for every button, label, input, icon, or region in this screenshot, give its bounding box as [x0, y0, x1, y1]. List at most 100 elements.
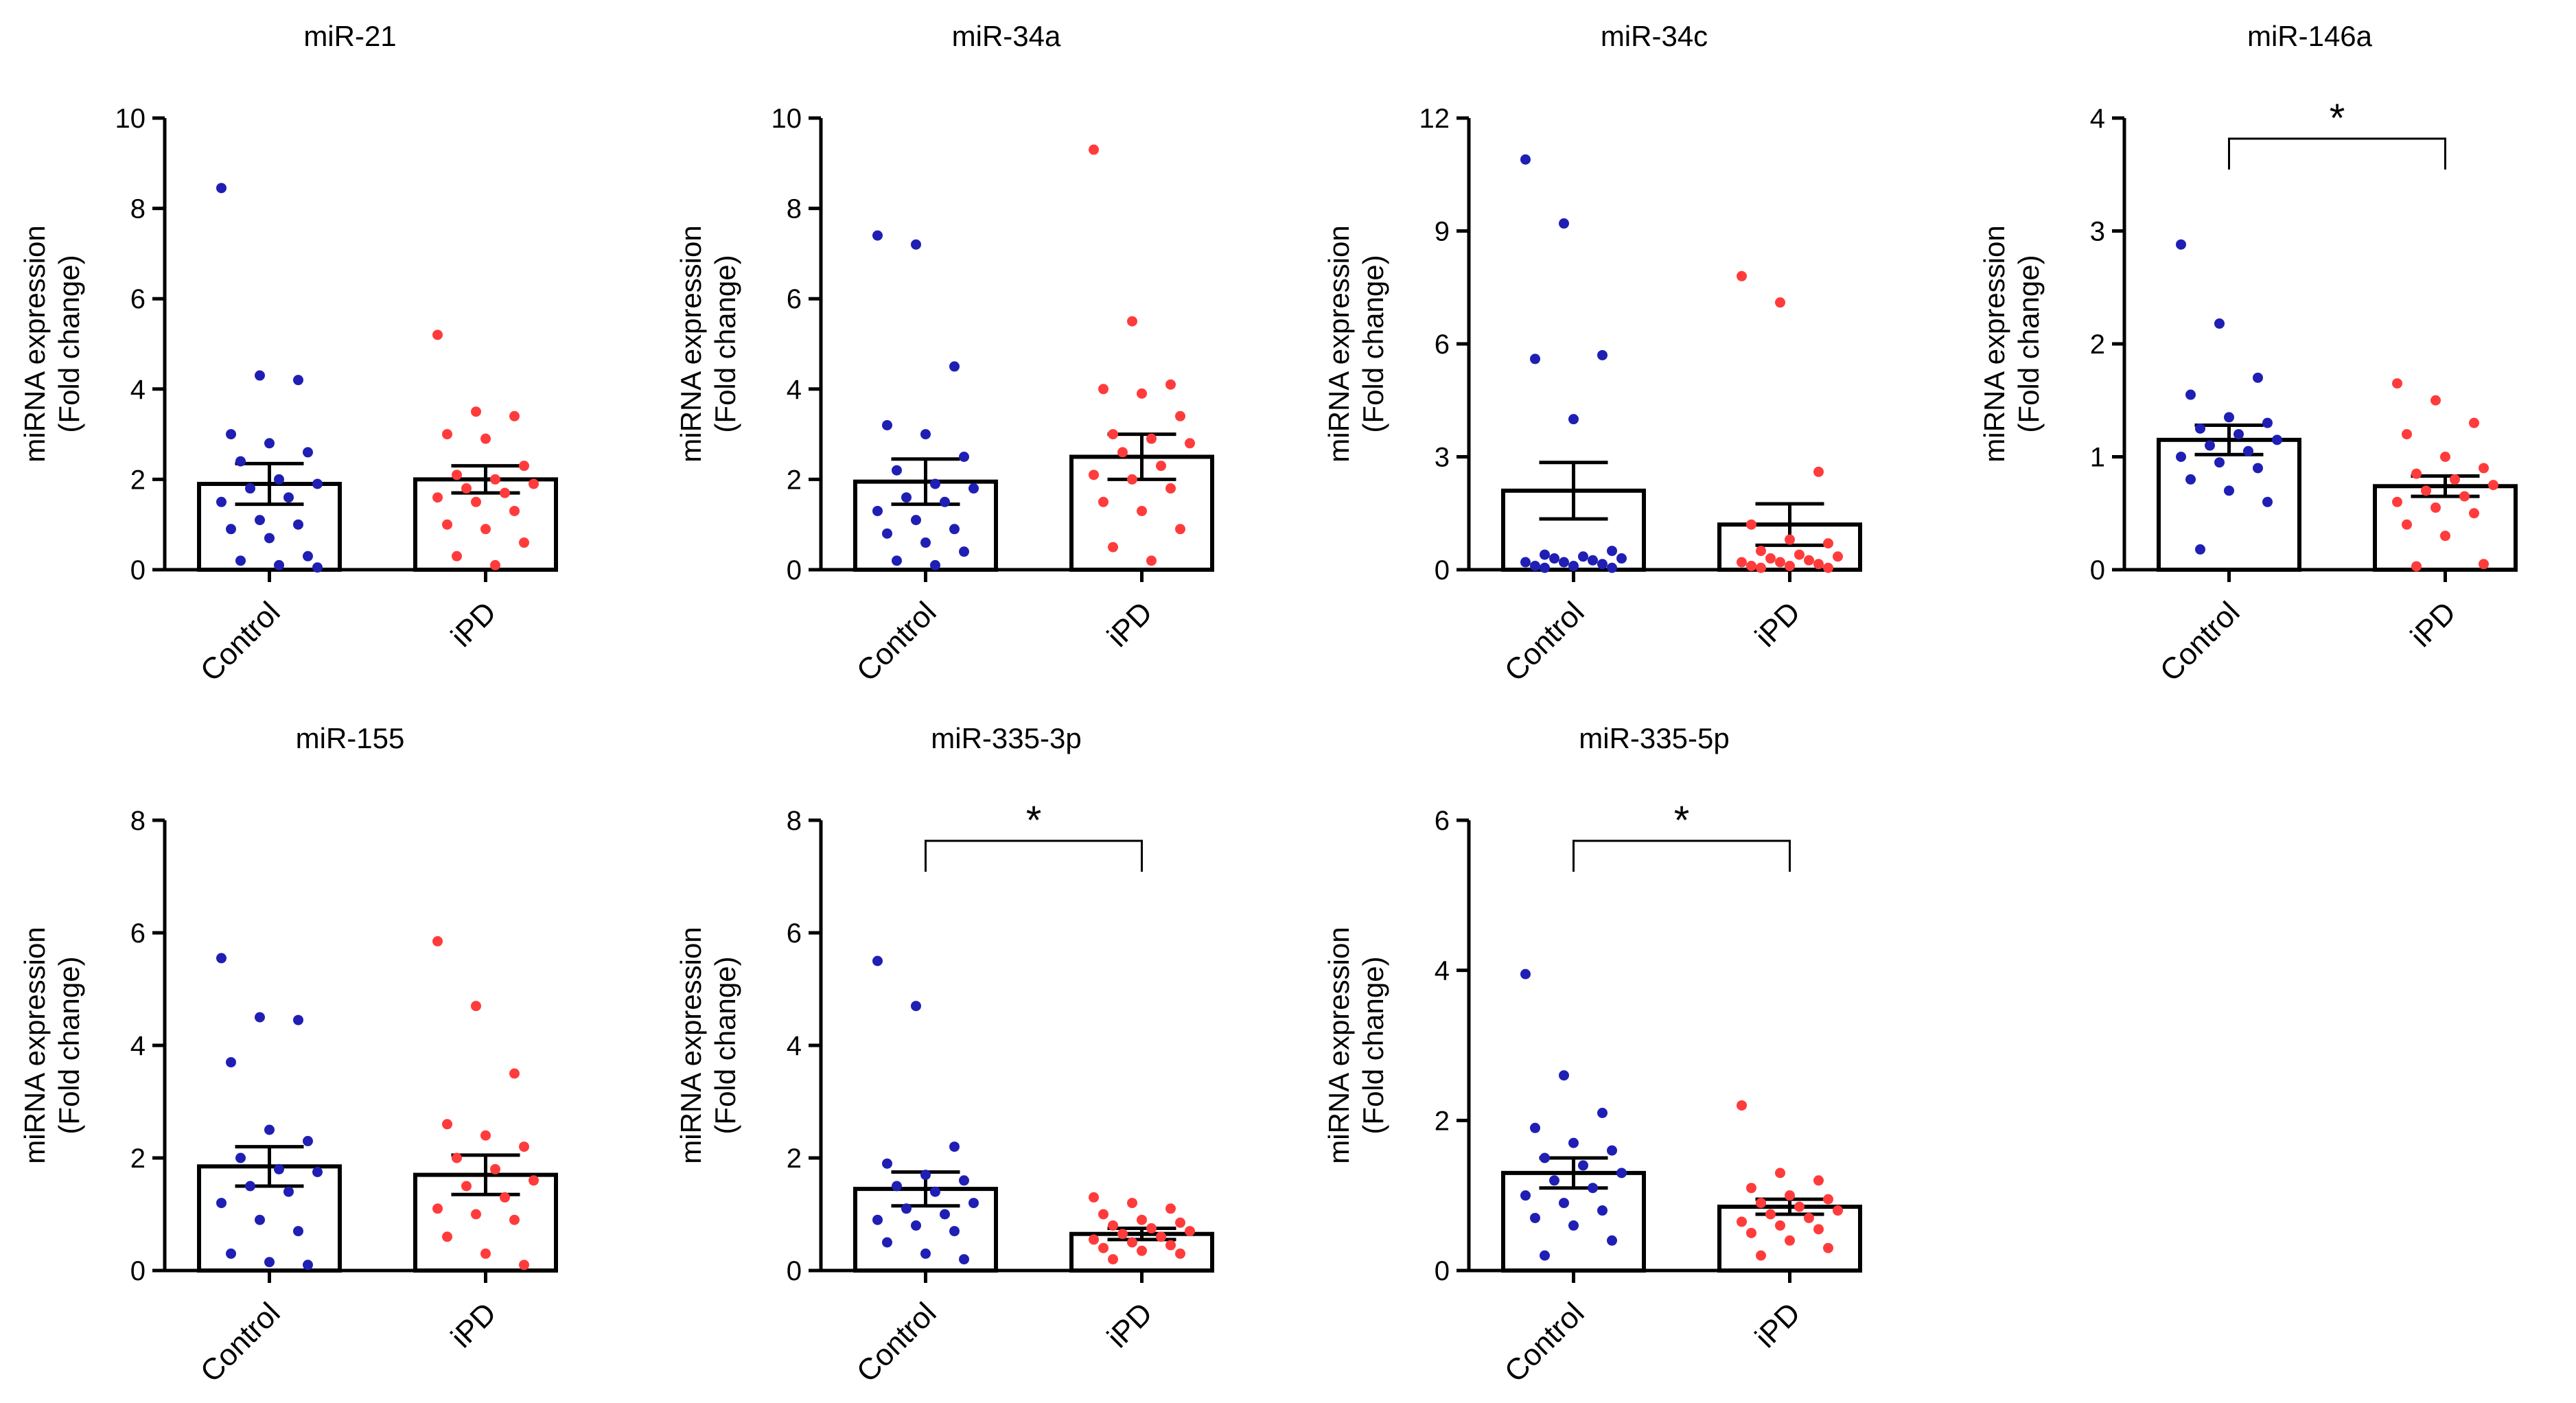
data-point-ipd — [1823, 562, 1833, 573]
data-point-control — [872, 505, 883, 516]
data-point-ipd — [461, 483, 472, 494]
y-tick-label: 0 — [2090, 555, 2105, 585]
chart-title: miR-146a — [2247, 20, 2373, 52]
category-label-ipd: iPD — [2404, 595, 2463, 653]
significance-star: * — [2330, 96, 2345, 141]
data-point-ipd — [519, 461, 529, 472]
y-tick-label: 2 — [787, 1144, 802, 1174]
y-tick-label: 0 — [1435, 555, 1450, 585]
data-point-ipd — [1785, 1190, 1795, 1201]
chart-title: miR-34c — [1601, 20, 1708, 52]
data-point-control — [940, 496, 950, 507]
y-tick-label: 0 — [130, 1256, 146, 1286]
data-point-ipd — [1137, 1245, 1147, 1256]
data-point-control — [1568, 1220, 1579, 1231]
y-axis-label: (Fold change) — [709, 255, 741, 432]
data-point-ipd — [519, 1260, 529, 1271]
y-tick-label: 0 — [130, 555, 146, 585]
y-tick-label: 0 — [787, 555, 802, 585]
data-point-ipd — [1127, 316, 1137, 327]
data-point-ipd — [1175, 1248, 1185, 1259]
data-point-ipd — [1823, 1242, 1833, 1253]
y-tick-label: 6 — [787, 918, 802, 949]
data-point-ipd — [2392, 378, 2402, 389]
data-point-control — [1578, 551, 1588, 562]
y-tick-label: 0 — [787, 1256, 802, 1286]
data-point-control — [892, 1181, 902, 1192]
data-point-control — [1559, 218, 1569, 229]
data-point-control — [930, 1186, 940, 1197]
data-point-control — [892, 465, 902, 476]
data-point-control — [1559, 557, 1569, 568]
data-point-control — [2224, 412, 2234, 423]
data-point-ipd — [442, 1119, 452, 1130]
significance-bracket — [1573, 839, 1791, 872]
data-point-ipd — [2469, 508, 2479, 519]
panel-mir-34c: miR-34c 0 3 6 9 12 miRNA expression (Fold chang… — [1323, 20, 1862, 688]
y-axis-label: (Fold change) — [1357, 956, 1389, 1134]
y-tick-label: 4 — [1435, 956, 1450, 986]
data-point-control — [949, 1226, 960, 1237]
data-point-control — [949, 361, 960, 372]
data-point-control — [901, 1203, 912, 1214]
data-point-control — [255, 370, 265, 381]
data-point-control — [274, 559, 284, 570]
category-label-ipd: iPD — [1101, 1296, 1159, 1354]
chart-title: miR-335-3p — [931, 722, 1081, 754]
significance-bracket — [925, 839, 1143, 872]
data-point-control — [920, 537, 931, 548]
y-tick-label: 8 — [130, 806, 146, 836]
data-point-control — [255, 515, 265, 526]
data-point-control — [911, 1220, 921, 1231]
chart-title: miR-34a — [952, 20, 1061, 52]
category-label-control: Control — [194, 1296, 287, 1389]
data-point-control — [1597, 559, 1608, 570]
data-point-ipd — [452, 1152, 462, 1163]
data-point-control — [235, 1152, 246, 1163]
data-point-ipd — [1813, 1224, 1824, 1235]
data-point-ipd — [432, 329, 443, 340]
data-point-ipd — [471, 496, 481, 507]
data-point-ipd — [1165, 379, 1176, 390]
data-point-ipd — [1775, 1220, 1785, 1231]
data-point-control — [1530, 353, 1540, 364]
data-point-control — [1540, 549, 1550, 560]
data-point-control — [2262, 417, 2273, 428]
y-axis-label: (Fold change) — [1357, 255, 1389, 432]
category-label-ipd: iPD — [445, 1296, 503, 1354]
data-point-control — [303, 1260, 313, 1271]
data-point-ipd — [509, 1214, 520, 1225]
data-point-ipd — [1175, 410, 1185, 421]
data-point-ipd — [490, 1163, 500, 1174]
data-point-control — [959, 546, 969, 557]
data-point-ipd — [432, 936, 443, 947]
y-tick-label: 4 — [2090, 104, 2105, 134]
data-point-control — [949, 524, 960, 535]
panel-mir-155: miR-155 0 2 4 6 8 miRNA expression (Fold change… — [19, 722, 558, 1389]
data-point-control — [1549, 553, 1559, 564]
data-point-ipd — [1737, 1216, 1747, 1227]
data-point-control — [1568, 1137, 1579, 1148]
y-tick-label: 9 — [1435, 217, 1450, 247]
data-point-ipd — [2392, 496, 2402, 507]
y-axis-label: miRNA expression — [19, 225, 51, 462]
data-point-ipd — [1098, 1209, 1109, 1220]
data-point-ipd — [1089, 1234, 1099, 1245]
data-point-control — [235, 555, 246, 566]
data-point-control — [959, 452, 969, 462]
data-point-ipd — [1833, 1205, 1843, 1216]
data-point-ipd — [2411, 561, 2422, 572]
data-point-ipd — [1108, 1254, 1118, 1265]
data-point-ipd — [1108, 429, 1118, 440]
data-point-control — [216, 1198, 227, 1209]
data-point-ipd — [442, 519, 452, 530]
data-point-ipd — [452, 469, 462, 480]
data-point-ipd — [1765, 1209, 1776, 1220]
data-point-ipd — [500, 1192, 510, 1203]
y-axis-label: miRNA expression — [1323, 927, 1355, 1163]
data-point-control — [255, 1012, 265, 1023]
data-point-ipd — [2430, 395, 2441, 406]
significance-star: * — [1026, 798, 1042, 843]
data-point-control — [226, 524, 236, 535]
data-point-control — [872, 1214, 883, 1225]
